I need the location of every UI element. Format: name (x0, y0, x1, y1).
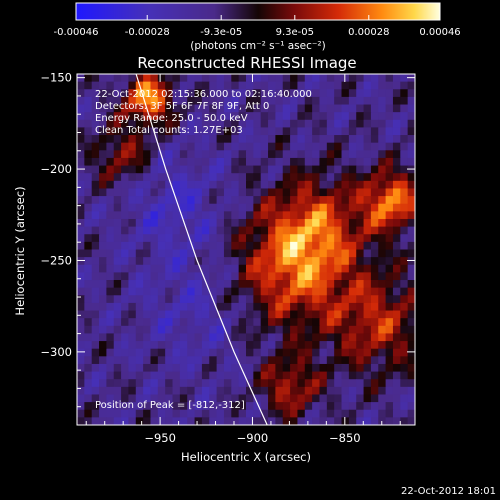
y-tick-label: −250 (40, 253, 72, 267)
colorbar-tick-label: -0.00028 (125, 27, 170, 38)
solar-limb-line (135, 74, 268, 425)
colorbar-ticks: -0.00046 -0.00028 -9.3e-05 9.3e-05 0.00028 0.… (54, 15, 461, 38)
x-axis-label: Heliocentric X (arcsec) (181, 450, 311, 464)
peak-position-label: Position of Peak = [-812,-312] (95, 400, 245, 411)
y-tick-label: −150 (40, 71, 72, 85)
heatmap-image (77, 74, 415, 425)
colorbar-tick-label: 9.3e-05 (276, 27, 314, 38)
y-axis-ticks: −150 −200 −250 −300 (40, 71, 415, 426)
colorbar-unit-label: (photons cm⁻² s⁻¹ asec⁻²) (190, 40, 325, 52)
x-tick-label: −850 (329, 431, 361, 445)
timestamp: 22-Oct-2012 18:01 (401, 486, 496, 497)
info-line-energy: Energy Range: 25.0 - 50.0 keV (95, 113, 248, 124)
chart-title: Reconstructed RHESSI Image (137, 54, 356, 72)
x-tick-label: −900 (237, 431, 269, 445)
info-line-counts: Clean Total counts: 1.27E+03 (95, 125, 243, 136)
colorbar (75, 2, 441, 21)
colorbar-tick-label: 0.00046 (419, 27, 460, 38)
info-line-time: 22-Oct-2012 02:15:36.000 to 02:16:40.000 (95, 89, 312, 100)
x-axis-ticks: −950 −900 −850 (85, 74, 401, 445)
x-tick-label: −950 (144, 431, 176, 445)
colorbar-tick-label: -9.3e-05 (200, 27, 242, 38)
y-tick-label: −300 (40, 345, 72, 359)
y-tick-label: −200 (40, 162, 72, 176)
info-line-detectors: Detectors: 3F 5F 6F 7F 8F 9F, Att 0 (95, 101, 269, 112)
y-axis-label: Heliocentric Y (arcsec) (13, 186, 27, 315)
plot-frame (76, 73, 416, 426)
colorbar-tick-label: 0.00028 (348, 27, 389, 38)
observation-info: 22-Oct-2012 02:15:36.000 to 02:16:40.000… (95, 89, 312, 136)
colorbar-tick-label: -0.00046 (54, 27, 99, 38)
